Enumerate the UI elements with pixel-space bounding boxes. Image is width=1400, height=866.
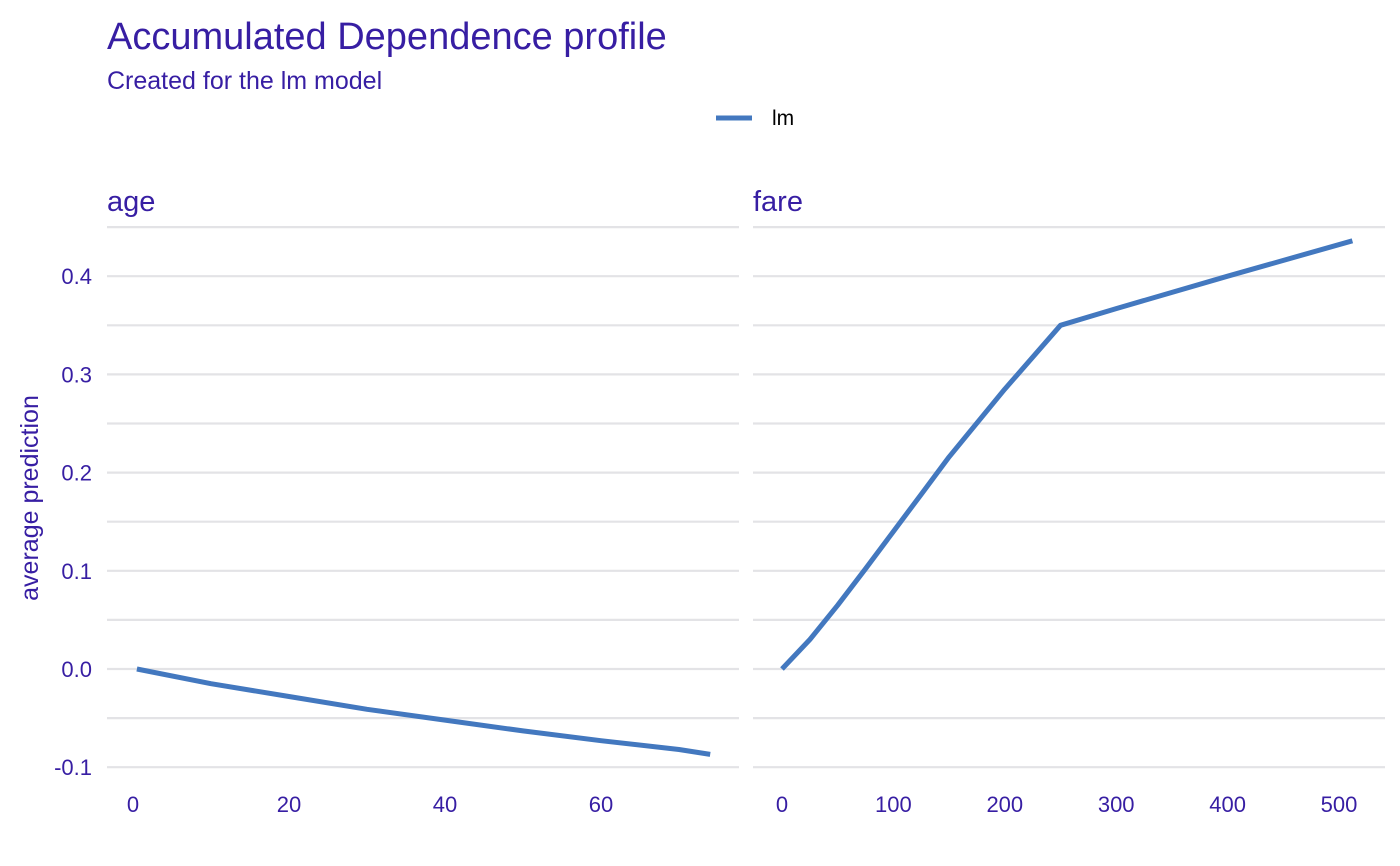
x-tick-label: 0: [127, 792, 139, 817]
panel-title-fare: fare: [753, 186, 803, 218]
x-axis-ticks-fare: 0 100 200 300 400 500: [776, 792, 1357, 817]
chart-subtitle: Created for the lm model: [107, 67, 382, 95]
x-tick-label: 200: [986, 792, 1023, 817]
panel-title-age: age: [107, 186, 155, 218]
y-axis-ticks: -0.1 0.0 0.1 0.2 0.3 0.4: [54, 264, 92, 780]
x-tick-label: 400: [1209, 792, 1246, 817]
chart-title: Accumulated Dependence profile: [107, 16, 667, 58]
y-tick-label: 0.1: [61, 559, 92, 584]
y-tick-label: 0.0: [61, 657, 92, 682]
legend: lm: [716, 107, 794, 130]
x-axis-ticks-age: 0 20 40 60: [127, 792, 613, 817]
x-tick-label: 40: [433, 792, 457, 817]
panel-fare: fare 0 100 200 300 400 500: [753, 186, 1385, 817]
series-line-lm-age: [136, 666, 711, 757]
y-tick-label: 0.3: [61, 362, 92, 387]
x-tick-label: 60: [589, 792, 613, 817]
y-tick-label: 0.2: [61, 461, 92, 486]
panel-age: age 0 20 40 60: [107, 186, 739, 817]
x-tick-label: 0: [776, 792, 788, 817]
x-tick-label: 500: [1321, 792, 1358, 817]
x-tick-label: 100: [875, 792, 912, 817]
series-fare: [780, 238, 1354, 671]
grid-age: [107, 226, 739, 769]
x-tick-label: 300: [1098, 792, 1135, 817]
y-axis-label: average prediction: [16, 395, 44, 601]
y-tick-label: 0.4: [61, 264, 92, 289]
grid-fare: [753, 226, 1385, 769]
series-line-lm-fare: [780, 238, 1354, 671]
legend-label-lm: lm: [772, 107, 794, 130]
series-age: [136, 666, 711, 757]
x-tick-label: 20: [277, 792, 301, 817]
y-tick-label: -0.1: [54, 755, 92, 780]
